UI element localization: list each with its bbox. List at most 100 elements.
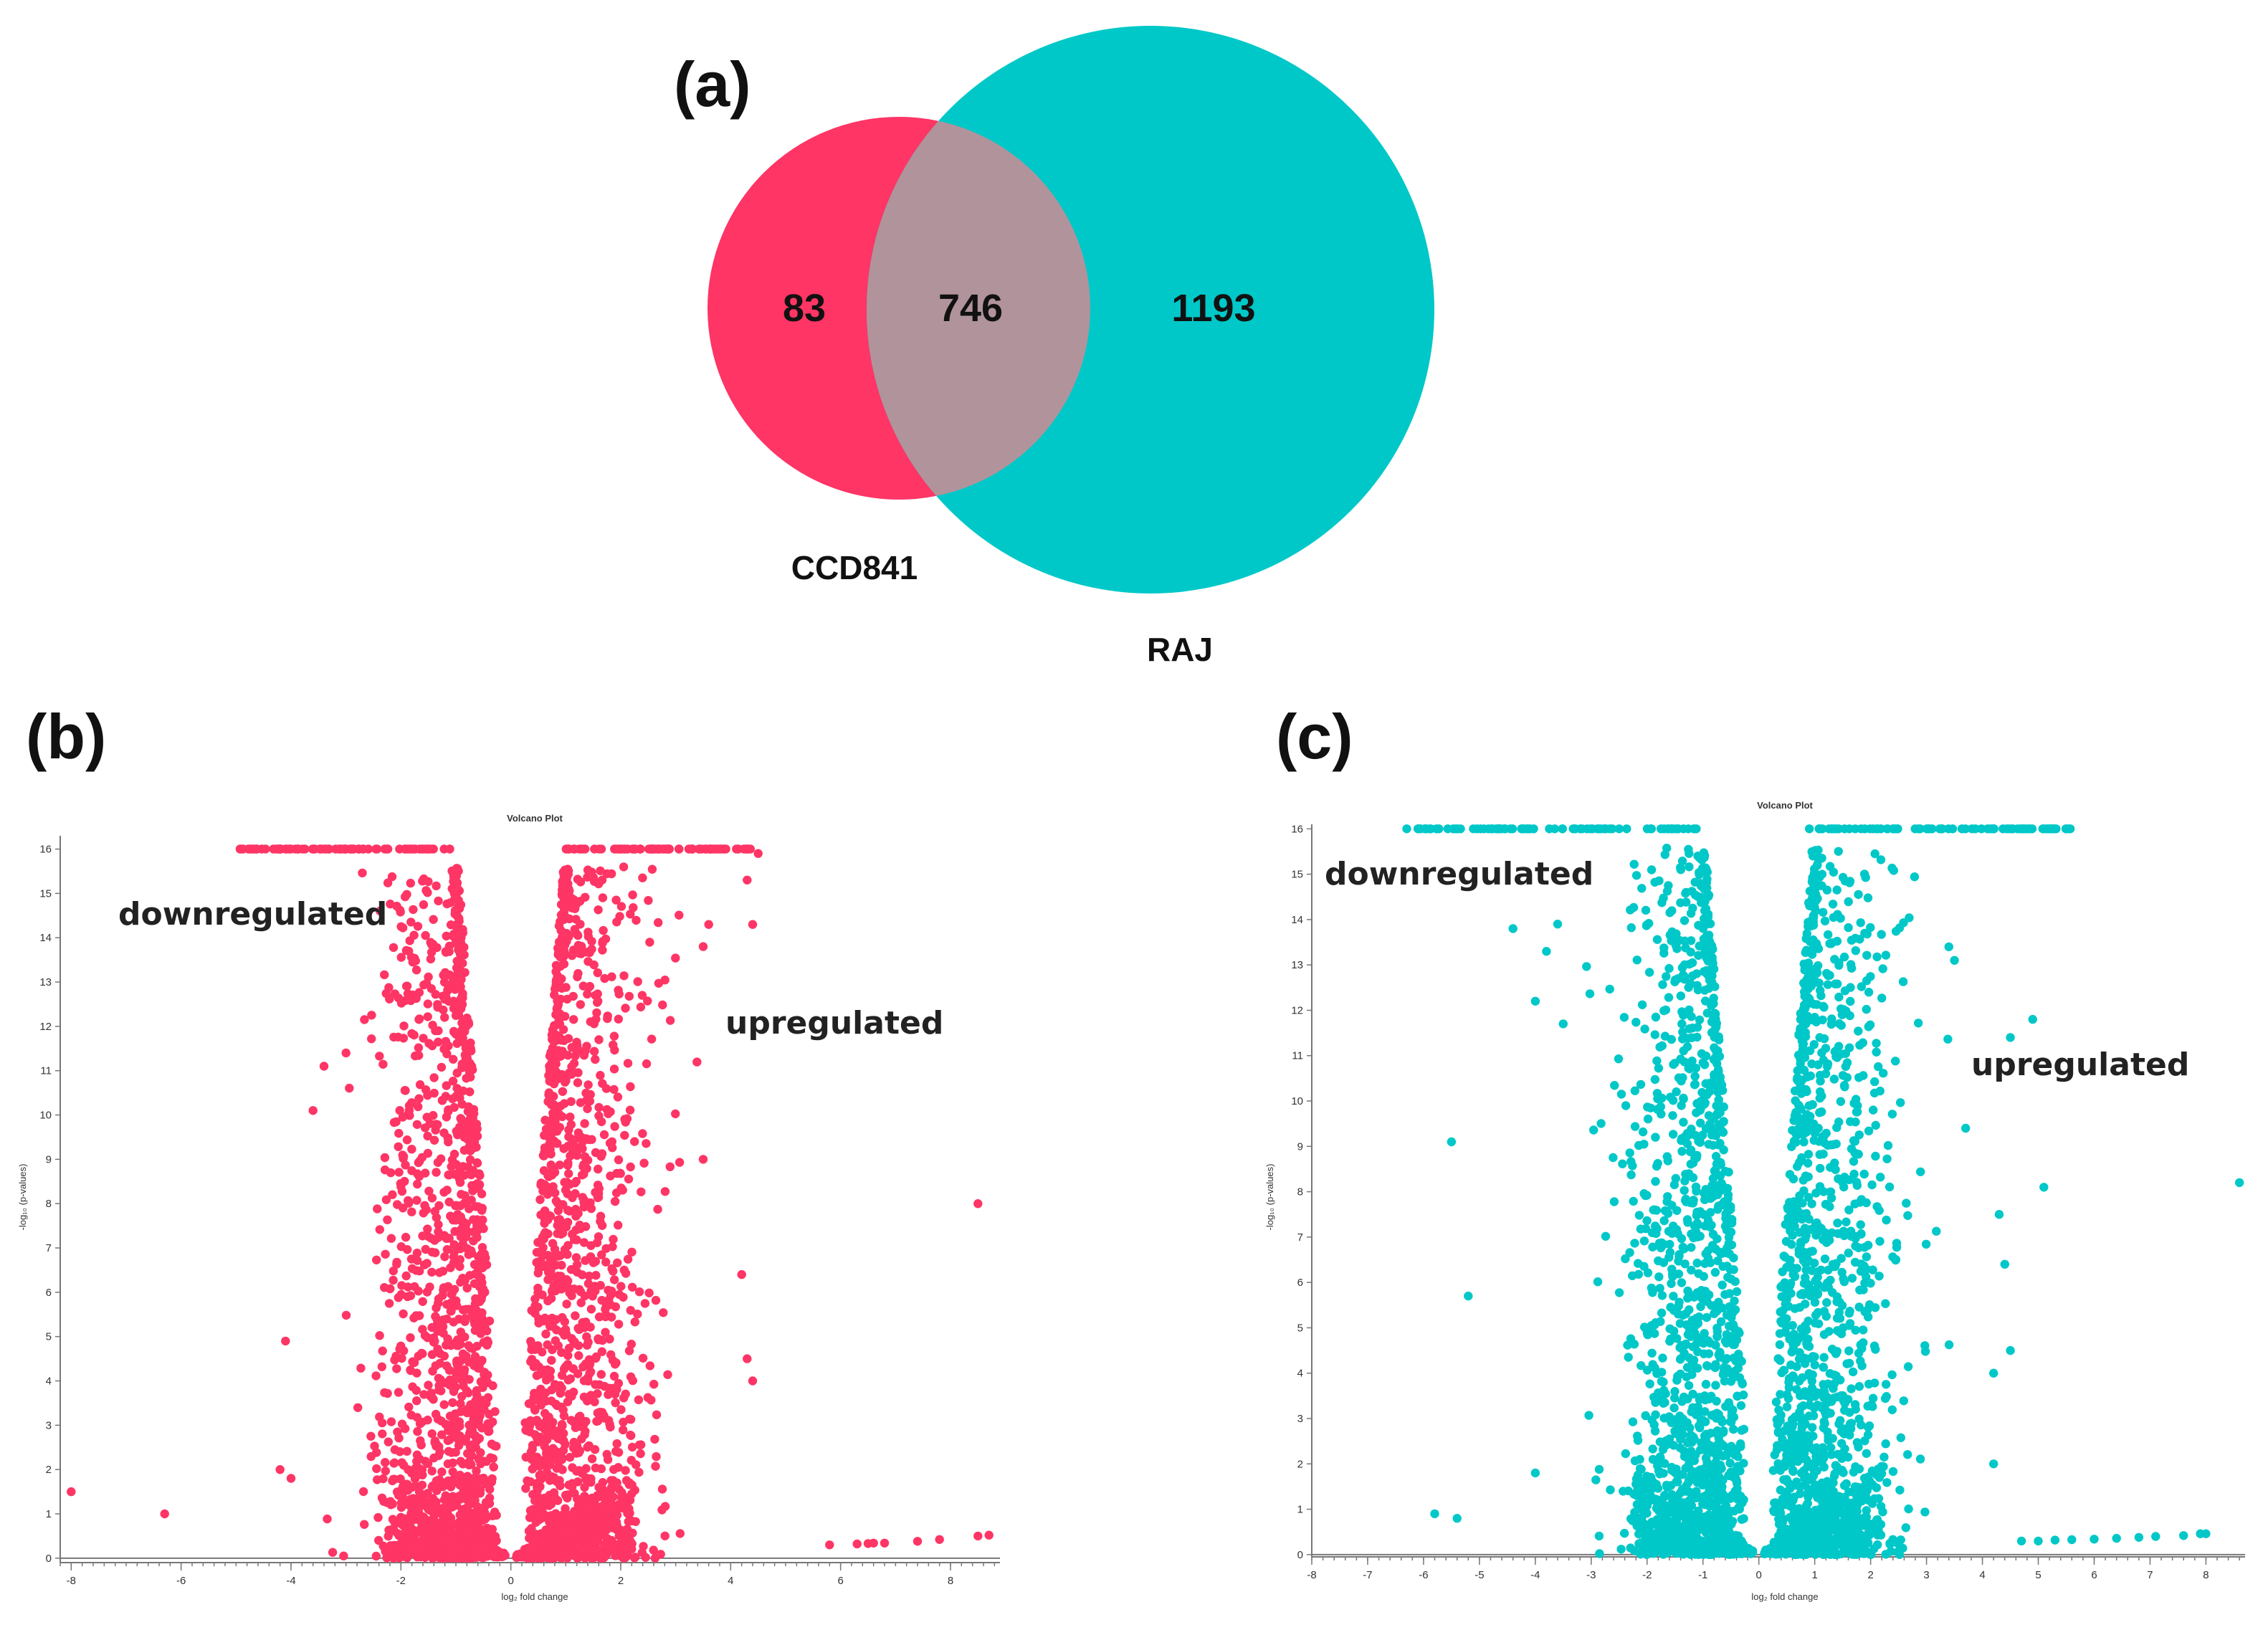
data-point <box>374 1535 383 1545</box>
data-point <box>381 1466 390 1476</box>
data-point <box>1663 1192 1672 1201</box>
data-point <box>521 1484 530 1493</box>
data-point <box>455 1510 464 1520</box>
data-point <box>1653 1461 1662 1470</box>
data-point <box>424 844 433 854</box>
data-point <box>427 1540 437 1549</box>
data-point <box>621 1466 630 1475</box>
data-point <box>580 1482 589 1492</box>
data-point <box>604 1109 613 1119</box>
data-point <box>436 1154 446 1163</box>
data-point <box>551 1336 561 1345</box>
data-point <box>869 1538 878 1548</box>
data-point <box>578 981 588 991</box>
data-point <box>389 943 399 953</box>
data-point <box>465 1450 475 1460</box>
data-point <box>484 1426 493 1436</box>
data-point <box>530 1430 540 1439</box>
data-point <box>383 844 393 854</box>
data-point <box>450 1170 459 1179</box>
data-point <box>659 1308 668 1317</box>
data-point <box>715 844 725 854</box>
data-point <box>572 1150 582 1160</box>
x-tick-label: 6 <box>2091 1569 2097 1581</box>
data-point <box>402 1446 411 1456</box>
data-point <box>597 1250 606 1259</box>
data-point <box>455 1357 465 1366</box>
data-point <box>399 1021 409 1031</box>
data-point <box>409 930 419 940</box>
data-point <box>1594 1464 1604 1474</box>
data-point <box>490 1507 500 1517</box>
data-point <box>540 1186 549 1196</box>
data-point <box>1872 1039 1881 1048</box>
data-point <box>543 1275 553 1284</box>
data-point <box>613 1258 622 1268</box>
data-point <box>596 1370 606 1379</box>
data-point <box>444 1365 454 1375</box>
data-point <box>427 948 437 957</box>
data-point <box>429 1135 439 1145</box>
data-point <box>464 1500 474 1510</box>
data-point <box>429 1088 439 1098</box>
data-point <box>437 1062 447 1072</box>
data-point <box>1860 1436 1869 1446</box>
data-point <box>590 1397 599 1407</box>
data-point <box>1905 913 1914 923</box>
data-point <box>625 1508 634 1518</box>
data-point <box>1639 1236 1649 1246</box>
data-point <box>416 1436 425 1446</box>
data-point <box>1642 1216 1652 1226</box>
data-point <box>452 878 462 887</box>
data-point <box>556 1251 565 1260</box>
data-point <box>399 1461 409 1470</box>
data-point <box>561 1077 570 1087</box>
data-point <box>547 1385 556 1395</box>
data-point <box>383 1437 393 1446</box>
data-point <box>1650 1074 1660 1085</box>
data-point <box>390 1474 399 1484</box>
data-point <box>389 1032 399 1042</box>
data-point <box>578 1162 588 1171</box>
data-point <box>412 1248 422 1258</box>
data-point <box>416 1470 425 1479</box>
data-point <box>535 1195 545 1204</box>
y-tick-label: 8 <box>46 1198 52 1210</box>
data-point <box>396 922 406 932</box>
data-point <box>1665 1239 1674 1249</box>
data-point <box>443 1133 452 1143</box>
data-point <box>537 1456 546 1465</box>
data-point <box>261 844 270 854</box>
data-point <box>581 1320 591 1330</box>
data-point <box>437 1545 447 1555</box>
data-point <box>1640 1024 1649 1034</box>
data-point <box>880 1538 890 1548</box>
y-tick-label: 4 <box>46 1376 52 1388</box>
data-point <box>581 1473 591 1482</box>
data-point <box>614 1014 623 1024</box>
data-point <box>414 1287 423 1296</box>
data-point <box>1859 1325 1868 1335</box>
data-point <box>571 1253 581 1262</box>
data-point <box>1842 1359 1852 1368</box>
data-point <box>660 1502 670 1511</box>
data-point <box>421 1168 430 1178</box>
data-point <box>594 1102 604 1112</box>
x-axis-title-b: log₂ fold change <box>501 1591 568 1602</box>
data-point <box>413 922 423 931</box>
data-point <box>647 864 657 874</box>
data-point <box>293 844 302 854</box>
data-point <box>1686 948 1695 957</box>
data-point <box>432 1315 442 1325</box>
data-point <box>448 1458 457 1468</box>
data-point <box>748 1376 758 1386</box>
data-point <box>451 1447 460 1457</box>
data-point <box>418 1325 427 1334</box>
data-point <box>573 1078 583 1087</box>
data-point <box>406 878 415 888</box>
data-point <box>553 971 562 981</box>
data-point <box>470 1542 480 1551</box>
y-tick-label: 2 <box>1297 1458 1303 1470</box>
data-point <box>548 1472 557 1482</box>
data-point <box>1870 1077 1879 1087</box>
